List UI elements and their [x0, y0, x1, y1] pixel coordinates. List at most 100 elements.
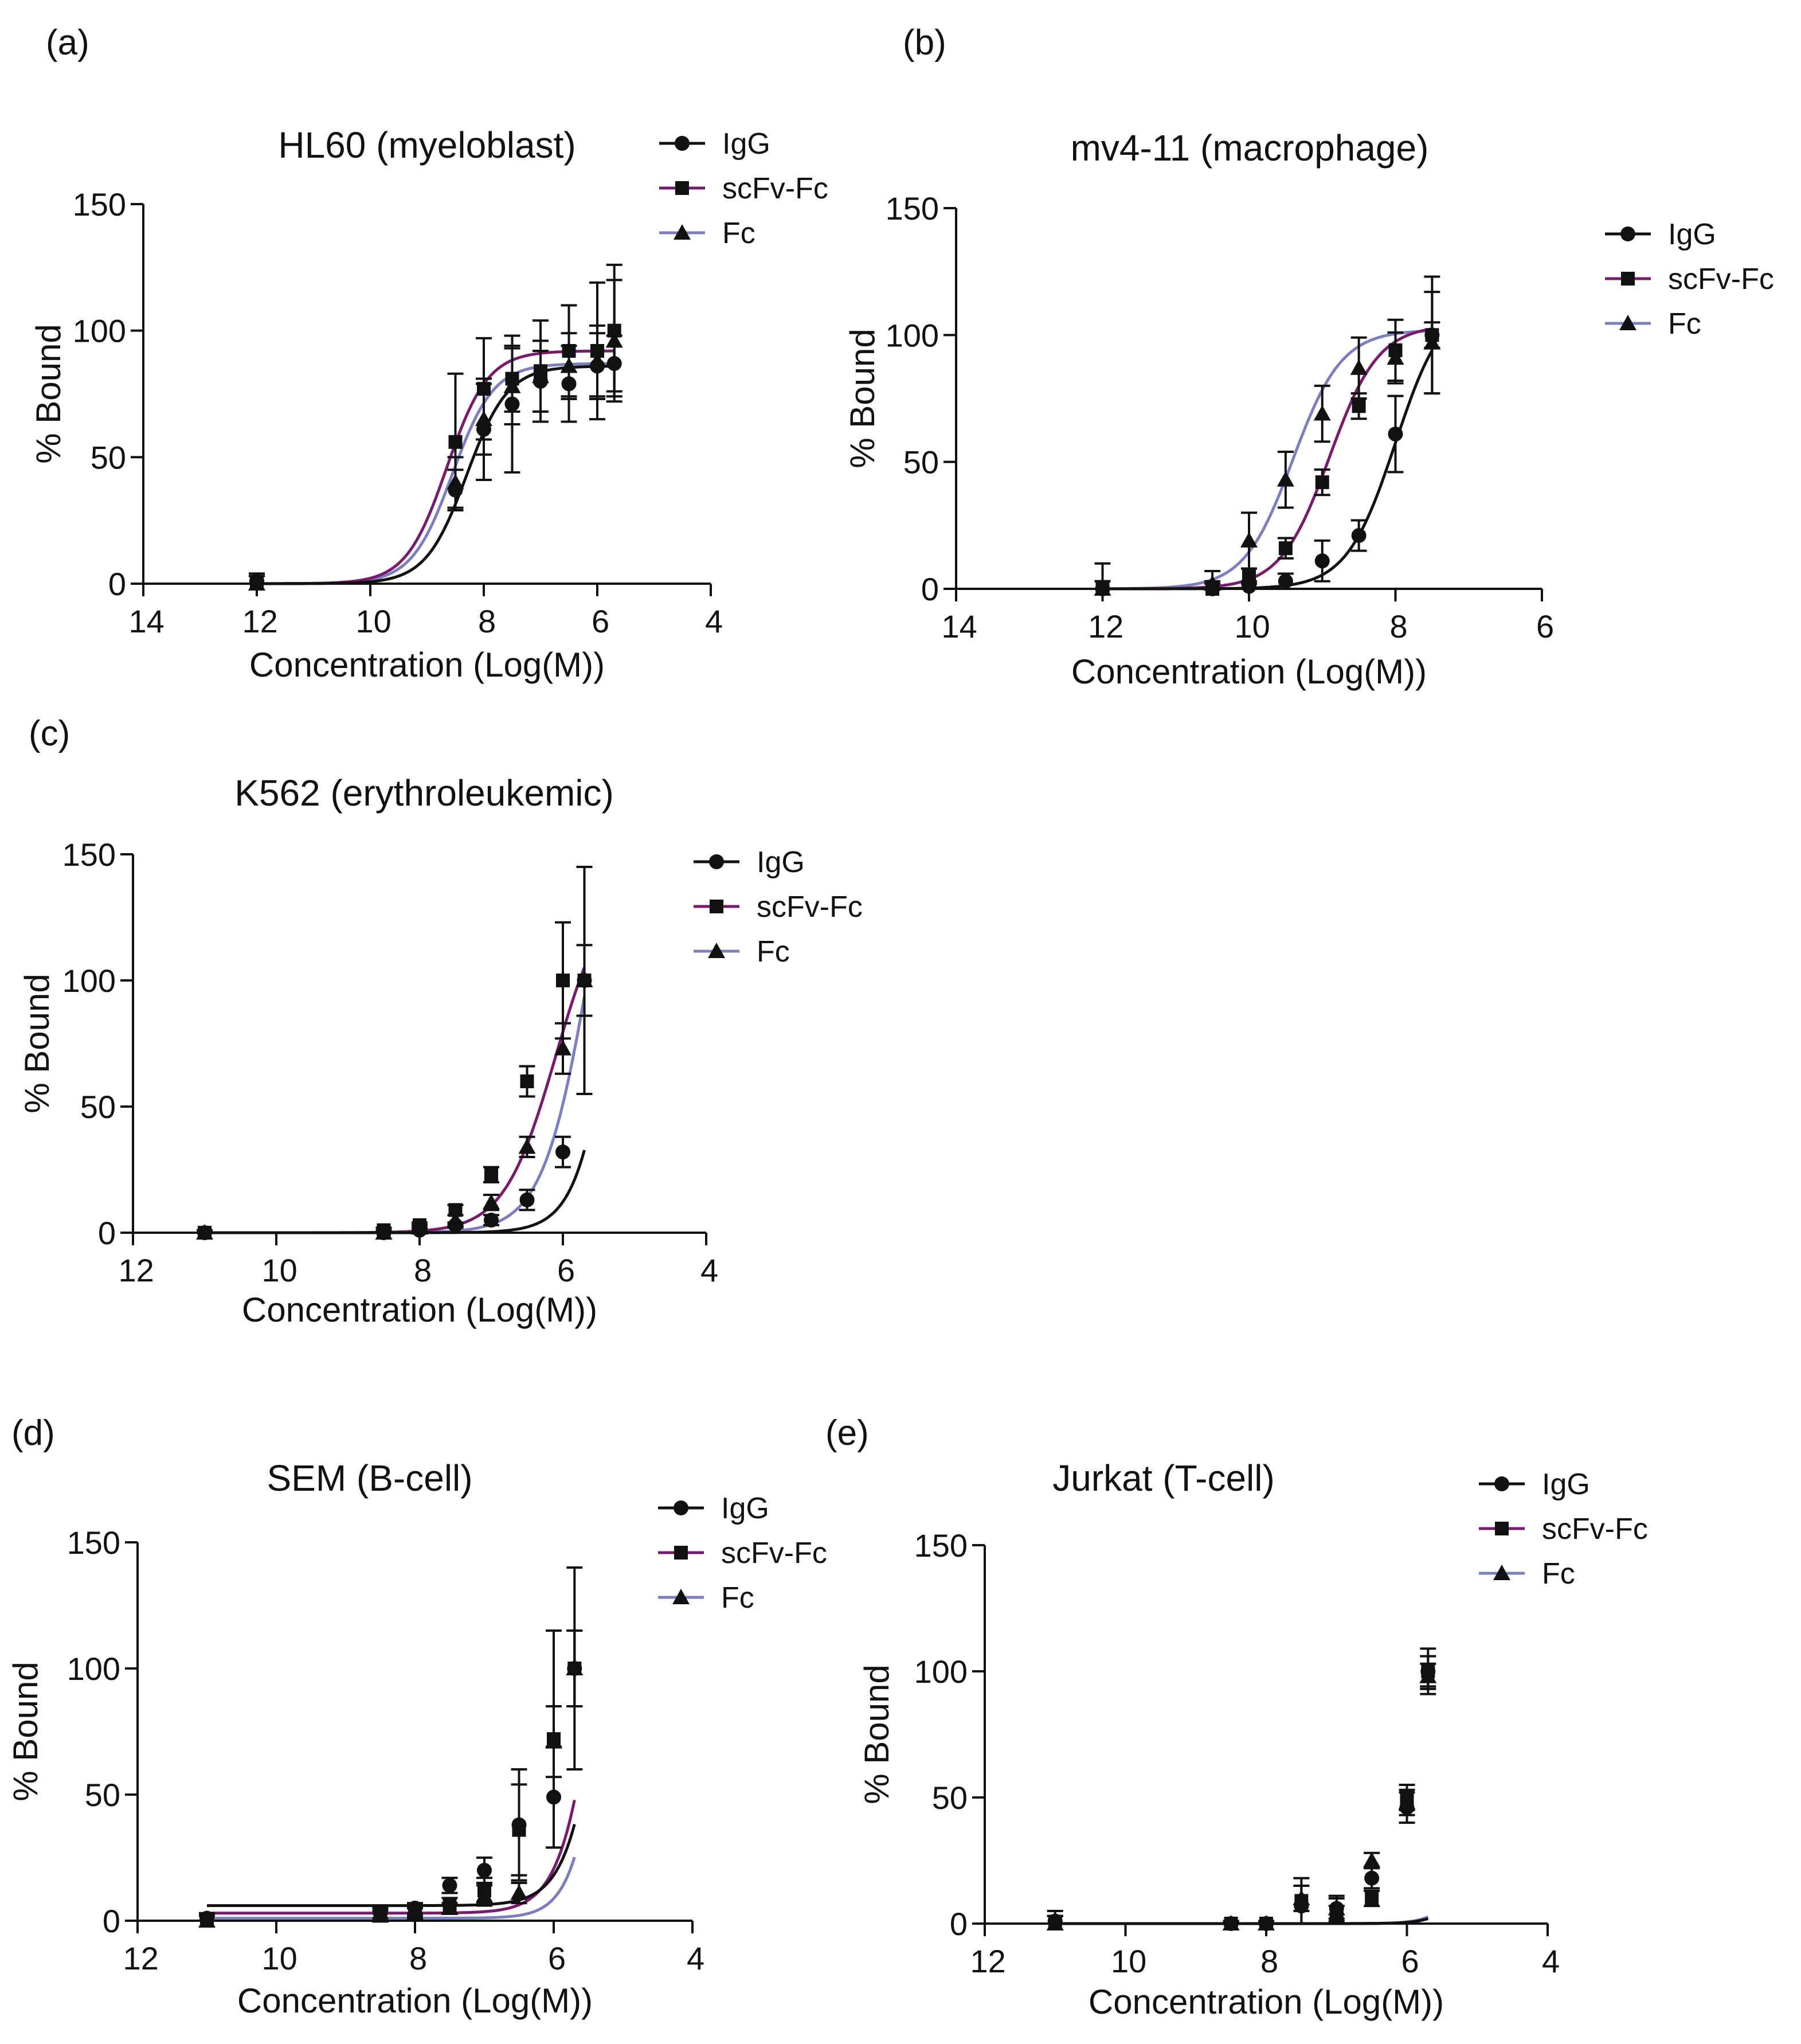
- legend-label: Fc: [1542, 1557, 1575, 1590]
- x-tick-label: 6: [1530, 608, 1554, 644]
- legend-label: scFv-Fc: [757, 890, 863, 924]
- data-point-igg: [1278, 573, 1293, 589]
- x-axis-label: Concentration (Log(M)): [1089, 1983, 1444, 2021]
- data-point-fc: [1350, 359, 1368, 375]
- data-point-igg: [197, 1225, 212, 1240]
- data-point-scfv-fc: [448, 1203, 463, 1217]
- x-tick-label: 4: [694, 1252, 718, 1288]
- data-point-igg: [1420, 1664, 1436, 1679]
- x-tick-label: 4: [1536, 1943, 1560, 1979]
- y-tick-label: 150: [62, 837, 116, 873]
- legend-marker: [674, 1500, 688, 1515]
- data-point-fc: [483, 1194, 500, 1210]
- data-point-igg: [1388, 426, 1403, 441]
- data-point-igg: [1294, 1898, 1309, 1914]
- x-tick-label: 12: [116, 1940, 159, 1976]
- legend-label: IgG: [1542, 1468, 1590, 1501]
- x-tick-label: 6: [551, 1252, 575, 1288]
- data-point-scfv-fc: [448, 435, 463, 449]
- fit-curve-igg: [1055, 1917, 1429, 1925]
- data-point-fc: [1240, 531, 1258, 548]
- x-tick-label: 10: [349, 603, 391, 639]
- x-axis-label: Concentration (Log(M)): [1071, 652, 1427, 691]
- fit-curve-igg: [257, 365, 614, 585]
- x-tick-label: 8: [403, 1940, 427, 1976]
- x-tick-label: 12: [1082, 608, 1124, 644]
- legend-marker: [708, 943, 725, 958]
- data-point-igg: [476, 421, 491, 437]
- panel-label: (a): [46, 23, 89, 62]
- data-point-igg: [1351, 528, 1367, 544]
- y-axis-label: % Bound: [858, 1664, 896, 1804]
- data-point-fc: [554, 1039, 571, 1056]
- y-tick-label: 150: [67, 1525, 120, 1561]
- fit-curve-fc: [1102, 329, 1432, 591]
- y-tick-label: 0: [950, 1906, 968, 1942]
- fit-curve-igg: [207, 1824, 576, 1908]
- panel-b-chart: (b) mv4-11 (macrophage) 0 50 100 150 14 12 10…: [843, 23, 1774, 691]
- data-point-igg: [1223, 1916, 1239, 1931]
- legend-label: scFv-Fc: [1542, 1513, 1648, 1546]
- legend-marker: [710, 900, 723, 913]
- panel-d-chart: (d) SEM (B-cell) 0 50 100 150 12 10 8 6 4 Conc…: [6, 1413, 827, 2020]
- data-point-igg: [504, 396, 520, 412]
- data-point-igg: [561, 376, 577, 392]
- y-axis-label: % Bound: [18, 974, 56, 1113]
- data-point-igg: [1259, 1916, 1274, 1931]
- x-tick-label: 8: [1254, 1943, 1278, 1979]
- data-point-igg: [448, 1217, 463, 1233]
- data-point-igg: [555, 1144, 570, 1160]
- legend-label: IgG: [1668, 218, 1716, 251]
- data-point-igg: [577, 973, 592, 988]
- data-point-fc: [510, 1884, 528, 1900]
- data-point-scfv-fc: [547, 1732, 561, 1746]
- x-axis-label: Concentration (Log(M)): [249, 646, 605, 684]
- panel-label: (c): [29, 714, 70, 753]
- x-tick-label: 10: [255, 1252, 297, 1288]
- data-point-igg: [412, 1222, 427, 1238]
- data-point-igg: [606, 356, 622, 372]
- legend-marker: [1621, 272, 1635, 286]
- data-point-igg: [199, 1910, 214, 1926]
- data-point-scfv-fc: [556, 974, 570, 987]
- data-point-igg: [408, 1901, 422, 1916]
- legend-label: Fc: [757, 935, 790, 968]
- data-point-fc: [1313, 405, 1331, 421]
- data-point-igg: [1095, 581, 1110, 596]
- x-tick-label: 12: [964, 1943, 1006, 1979]
- data-point-igg: [590, 358, 605, 374]
- legend-label: IgG: [721, 1492, 769, 1525]
- data-point-igg: [1399, 1800, 1415, 1815]
- data-point-fc: [518, 1138, 536, 1154]
- x-tick-label: 10: [255, 1940, 297, 1976]
- y-tick-label: 150: [73, 186, 126, 222]
- panel-e-chart: (e) Jurkat (T-cell) 0 50 100 150 12 10 8 6 4 C…: [825, 1413, 1648, 2021]
- fit-curve-fc: [257, 362, 614, 585]
- panel-label: (b): [903, 23, 946, 62]
- legend-label: scFv-Fc: [721, 1537, 827, 1570]
- data-point-igg: [442, 1878, 457, 1893]
- legend-label: scFv-Fc: [722, 172, 828, 205]
- data-point-scfv-fc: [443, 1898, 457, 1913]
- data-point-igg: [567, 1661, 582, 1676]
- legend-label: scFv-Fc: [1668, 263, 1774, 296]
- x-tick-label: 12: [236, 603, 278, 639]
- data-point-scfv-fc: [477, 1883, 491, 1898]
- panel-a-chart: (a) HL60 (myeloblast) 0 50 100 150 14 12 10 8…: [29, 23, 828, 684]
- data-point-igg: [511, 1817, 527, 1832]
- fit-curve-scfv-fc: [257, 349, 614, 585]
- x-tick-label: 14: [935, 608, 977, 644]
- y-tick-label: 50: [903, 444, 939, 480]
- legend-marker: [709, 854, 724, 869]
- fit-curve-scfv-fc: [207, 1799, 576, 1915]
- x-tick-label: 8: [408, 1252, 432, 1288]
- data-point-scfv-fc: [1278, 541, 1293, 556]
- y-tick-label: 100: [73, 313, 126, 349]
- x-axis-label: Concentration (Log(M)): [242, 1291, 597, 1329]
- fit-curve-fc: [207, 1857, 576, 1920]
- y-axis-label: % Bound: [843, 329, 882, 468]
- legend-marker: [1620, 226, 1635, 241]
- data-point-igg: [373, 1905, 388, 1921]
- x-tick-label: 4: [699, 603, 723, 639]
